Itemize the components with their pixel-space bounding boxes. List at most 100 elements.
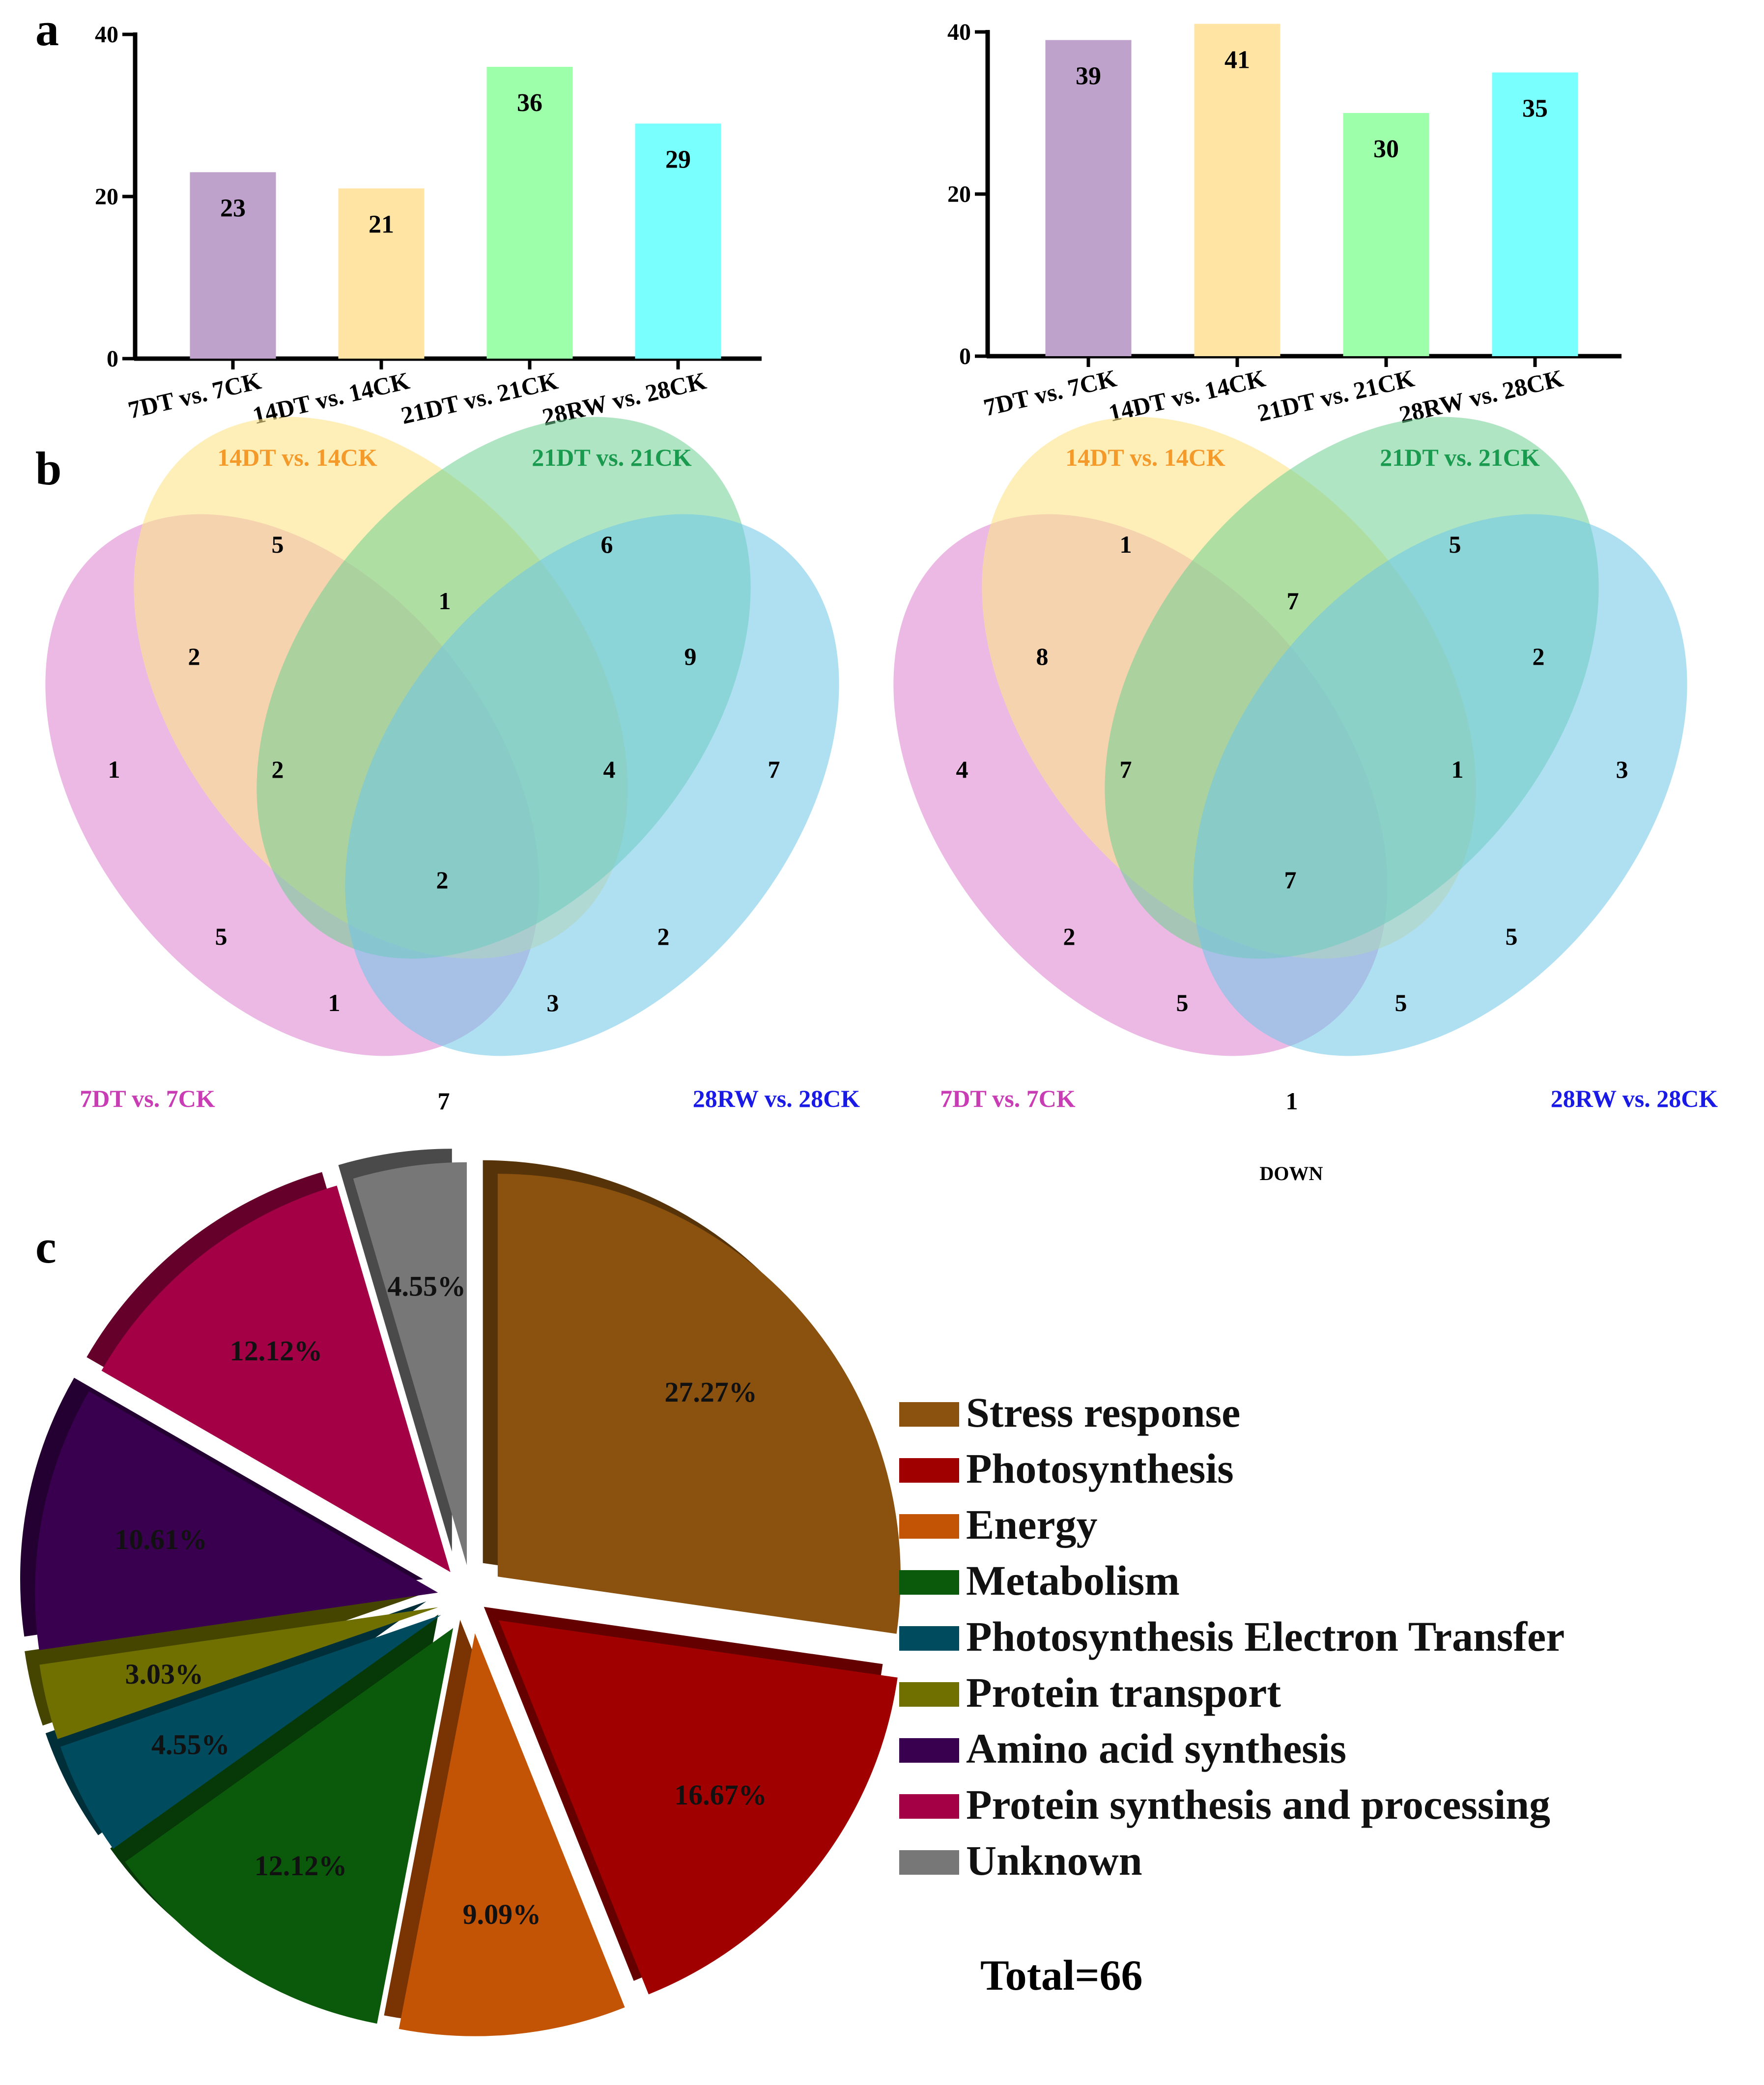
legend-swatch xyxy=(899,1626,959,1651)
pie-slice-face xyxy=(398,1633,625,2036)
venn-ellipses xyxy=(45,417,839,1056)
pie-slice-label: 4.55% xyxy=(151,1728,230,1760)
pie-slice-unknown: 4.55% xyxy=(338,1149,467,1565)
venn-count-a: 1 xyxy=(108,756,120,783)
venn-count-c: 6 xyxy=(601,531,613,558)
legend-swatch xyxy=(899,1738,959,1763)
legend-label: Metabolism xyxy=(966,1557,1180,1604)
legend-label: Energy xyxy=(966,1501,1098,1548)
pie-slice-amino-acid-synthesis: 10.61% xyxy=(20,1378,438,1650)
venn-count-bcd: 1 xyxy=(1451,756,1464,783)
venn-count-ac: 2 xyxy=(1063,923,1076,950)
legend-item-protein-synthesis-and-processing: Protein synthesis and processing xyxy=(899,1781,1550,1828)
bar-value-label: 29 xyxy=(665,146,691,174)
legend-item-stress-response: Stress response xyxy=(899,1389,1240,1436)
legend-item-metabolism: Metabolism xyxy=(899,1557,1180,1604)
venn-count-ad: 1 xyxy=(1286,1087,1298,1115)
pie-slice-protein-transport: 3.03% xyxy=(25,1594,438,1739)
legend-item-protein-transport: Protein transport xyxy=(899,1669,1281,1716)
legend-label: Stress response xyxy=(966,1389,1240,1436)
pie-slice-face xyxy=(125,1628,454,2024)
y-tick-label: 0 xyxy=(107,346,118,372)
panel-label-a: a xyxy=(35,3,59,56)
venn-count-c: 5 xyxy=(1449,531,1461,558)
pie-slice-label: 10.61% xyxy=(114,1523,207,1555)
venn-count-acd: 5 xyxy=(1395,989,1407,1016)
venn-ellipses xyxy=(893,417,1687,1056)
legend-label: Protein transport xyxy=(966,1669,1281,1716)
pie-slice-energy: 9.09% xyxy=(384,1620,625,2036)
y-tick-label: 20 xyxy=(95,184,118,210)
venn-count-bc: 1 xyxy=(439,587,451,615)
bar-value-label: 39 xyxy=(1076,62,1101,90)
venn-set-28rw xyxy=(1193,514,1687,1056)
bar-28rw-vs-28ck xyxy=(1492,72,1578,356)
legend-item-amino-acid-synthesis: Amino acid synthesis xyxy=(899,1725,1346,1772)
pie-slice-face xyxy=(497,1174,901,1634)
legend-item-photosynthesis: Photosynthesis xyxy=(899,1445,1234,1492)
venn-count-ac: 5 xyxy=(215,923,228,950)
legend-swatch xyxy=(899,1682,959,1707)
x-tick-label: 7DT vs. 7CK xyxy=(981,364,1119,422)
venn-set-labels: 7DT vs. 7CK 14DT vs. 14CK 21DT vs. 21CK 28R… xyxy=(940,444,1718,1184)
venn-count-bd: 2 xyxy=(657,923,670,950)
legend-item-photosynthesis-electron-transfer: Photosynthesis Electron Transfer xyxy=(899,1613,1565,1660)
y-tick-label: 40 xyxy=(95,22,118,48)
bar-value-label: 36 xyxy=(517,89,542,117)
venn-count-ab: 2 xyxy=(188,643,200,670)
y-tick-label: 40 xyxy=(947,19,971,45)
legend-item-energy: Energy xyxy=(899,1501,1098,1548)
legend-label: Photosynthesis Electron Transfer xyxy=(966,1613,1565,1660)
pie-slice-face xyxy=(353,1162,467,1565)
pie-legend: Stress response Photosynthesis Energy Metab… xyxy=(899,1389,1565,1884)
venn-count-abcd: 7 xyxy=(1284,866,1297,894)
venn-count-bd: 5 xyxy=(1506,923,1518,950)
pie-chart: 27.27% 16.67% 9.09% 12.12% 4.55% 3.03% 10.61% 1… xyxy=(20,1149,901,2036)
pie-slice-label: 16.67% xyxy=(674,1779,767,1811)
venn-count-abcd: 2 xyxy=(436,866,449,894)
venn-count-ad: 7 xyxy=(438,1087,450,1115)
legend-swatch xyxy=(899,1794,959,1819)
bar-value-label: 30 xyxy=(1373,135,1399,163)
legend-swatch xyxy=(899,1850,959,1875)
venn-count-a: 4 xyxy=(956,756,968,783)
venn-title: DOWN xyxy=(1260,1162,1323,1184)
x-tick-label: 7DT vs. 7CK xyxy=(125,366,263,424)
pie-slice-photosynthesis-electron-transfer: 4.55% xyxy=(45,1601,441,1849)
venn-count-abc: 7 xyxy=(1120,756,1132,783)
pie-slice-face xyxy=(101,1185,451,1572)
legend-swatch xyxy=(899,1458,959,1483)
pie-slice-label: 9.09% xyxy=(463,1898,541,1930)
pie-slice-face xyxy=(39,1607,438,1739)
legend-label: Unknown xyxy=(966,1837,1142,1884)
pie-total-label: Total=66 xyxy=(980,1952,1143,2000)
venn-set-label-14dt-vs-14ck: 14DT vs. 14CK xyxy=(1065,444,1225,471)
pie-slice-label: 27.27% xyxy=(664,1376,757,1408)
pie-slice-label: 4.55% xyxy=(388,1270,466,1302)
pie-slice-face xyxy=(35,1391,438,1650)
bar-28rw-vs-28ck xyxy=(635,123,721,359)
pie-slice-face xyxy=(499,1620,898,1995)
venn-count-b: 5 xyxy=(272,531,284,558)
legend-swatch xyxy=(899,1402,959,1427)
venn-count-cd: 2 xyxy=(1533,643,1545,670)
bar-7dt-vs-7ck xyxy=(190,172,276,359)
y-tick-label: 0 xyxy=(959,343,971,369)
venn-set-label-28rw-vs-28ck: 28RW vs. 28CK xyxy=(1551,1085,1718,1112)
bar-14dt-vs-14ck xyxy=(1194,24,1280,356)
venn-set-label-21dt-vs-21ck: 21DT vs. 21CK xyxy=(1380,444,1540,471)
venn-set-label-21dt-vs-21ck: 21DT vs. 21CK xyxy=(532,444,692,471)
x-tick-label: 21DT vs. 21CK xyxy=(1255,364,1417,427)
venn-count-bc: 7 xyxy=(1287,587,1299,615)
venn-set-label-14dt-vs-14ck: 14DT vs. 14CK xyxy=(217,444,377,471)
venn-region-counts: 1 5 6 7 2 1 9 7 5 2 2 4 1 3 2 xyxy=(108,531,780,1115)
pie-slice-label: 12.12% xyxy=(255,1850,347,1882)
bar-21dt-vs-21ck xyxy=(1343,113,1429,356)
legend-label: Protein synthesis and processing xyxy=(966,1781,1550,1828)
venn-count-cd: 9 xyxy=(684,643,697,670)
venn-region-counts: 4 1 5 3 8 7 2 1 2 5 7 1 5 5 7 xyxy=(956,531,1628,1115)
bar-7dt-vs-7ck xyxy=(1045,40,1132,356)
